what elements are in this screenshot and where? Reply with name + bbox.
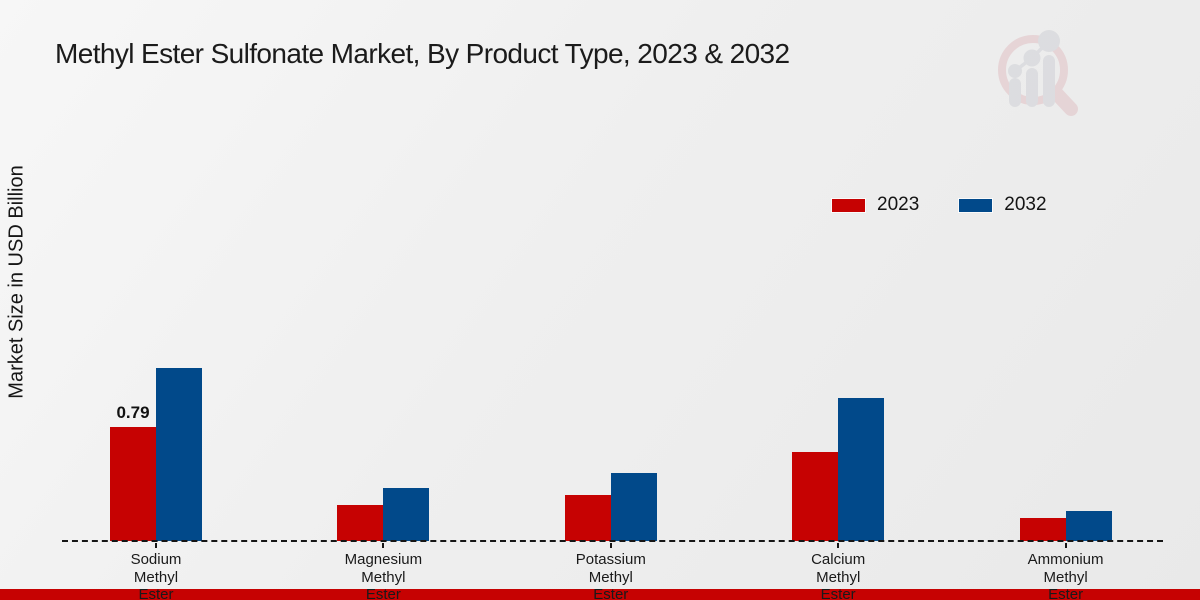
bar-2032-potassium-methyl-ester [610, 473, 657, 541]
bar-2023-sodium-methyl-ester [110, 427, 156, 541]
bar-2023-ammonium-methyl-ester [1019, 518, 1066, 541]
x-tick-label-calcium-methyl-ester: Calcium Methyl Ester [811, 551, 866, 600]
x-tick-magnesium-methyl-ester [382, 543, 385, 548]
bar-2032-magnesium-methyl-ester [383, 488, 430, 541]
x-tick-calcium-methyl-ester [837, 543, 840, 548]
x-tick-potassium-methyl-ester [609, 543, 612, 548]
magnifier-bar-chart-logo-icon [998, 30, 1078, 116]
y-axis-label: Market Size in USD Billion [5, 165, 28, 399]
bar-2032-calcium-methyl-ester [838, 398, 885, 541]
footer-band [0, 589, 1200, 600]
bar-value-label-2023-sodium-methyl-ester: 0.79 [116, 403, 150, 422]
bar-2023-magnesium-methyl-ester [337, 505, 384, 541]
legend-swatch-2023 [831, 197, 866, 213]
bar-2023-calcium-methyl-ester [792, 452, 839, 541]
x-tick-sodium-methyl-ester [155, 543, 157, 548]
x-tick-ammonium-methyl-ester [1064, 543, 1067, 548]
chart-title: Methyl Ester Sulfonate Market, By Produc… [55, 38, 790, 69]
legend: 2023 2032 [831, 194, 1047, 216]
zero-baseline [62, 540, 1163, 542]
legend-label-2023: 2023 [877, 194, 920, 215]
x-tick-label-ammonium-methyl-ester: Ammonium Methyl Ester [1027, 551, 1104, 600]
legend-swatch-2032 [958, 197, 994, 213]
bar-2023-potassium-methyl-ester [564, 495, 611, 541]
bar-2032-ammonium-methyl-ester [1065, 511, 1112, 541]
x-tick-label-potassium-methyl-ester: Potassium Methyl Ester [575, 551, 646, 600]
x-tick-label-magnesium-methyl-ester: Magnesium Methyl Ester [344, 551, 423, 600]
legend-label-2032: 2032 [1004, 194, 1047, 215]
legend-item-2032: 2032 [958, 194, 1047, 216]
legend-item-2023: 2023 [831, 194, 920, 216]
bar-2032-sodium-methyl-ester [156, 368, 202, 541]
x-tick-label-sodium-methyl-ester: Sodium Methyl Ester [130, 551, 182, 600]
